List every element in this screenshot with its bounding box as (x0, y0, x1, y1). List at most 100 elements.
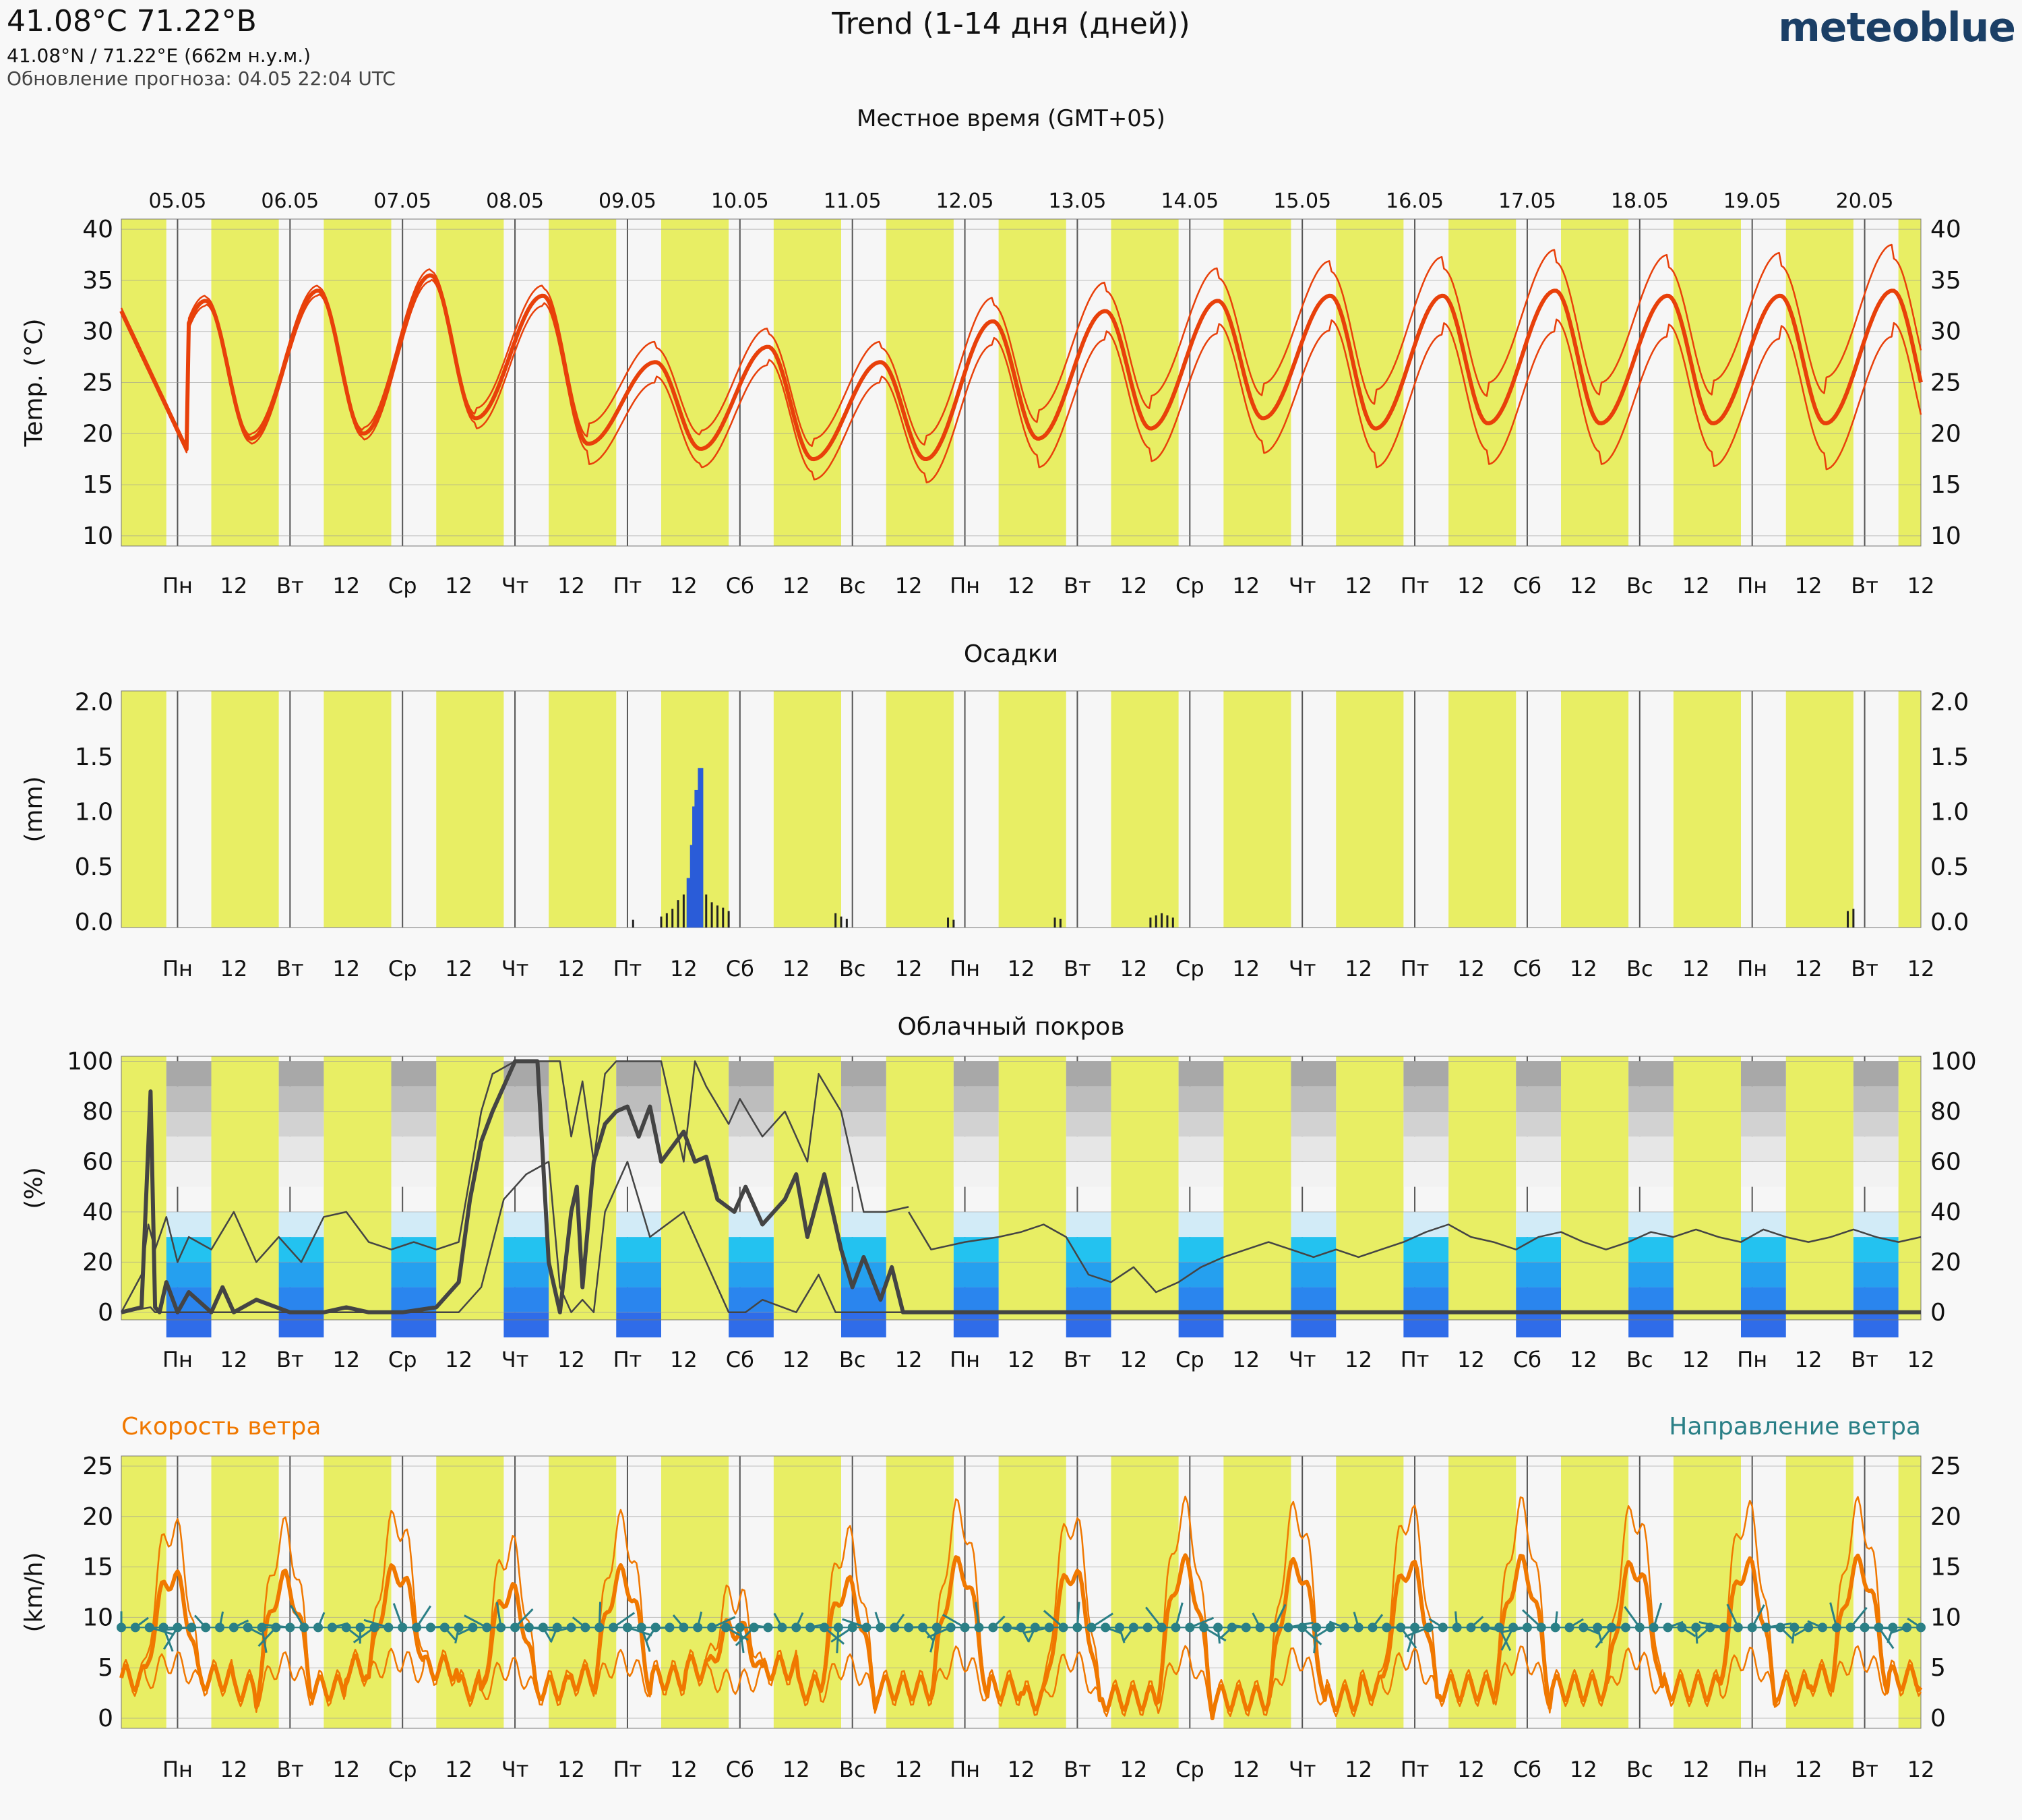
low-cloud-band (616, 1237, 661, 1263)
high-cloud-band (278, 1161, 324, 1187)
noon-label: 12 (1682, 573, 1710, 599)
noon-label: 12 (1907, 1757, 1935, 1782)
wind-direction-dot (1171, 1622, 1181, 1633)
daylight-band (773, 1056, 841, 1320)
weekday-label: Вт (1064, 573, 1091, 599)
low-cloud-band (1403, 1287, 1449, 1312)
date-label: 15.05 (1273, 189, 1331, 213)
low-cloud-band (1853, 1312, 1899, 1338)
precipitation-bar (1155, 915, 1157, 928)
wind-direction-dot (1804, 1622, 1814, 1633)
noon-label: 12 (1232, 1757, 1260, 1782)
wind-direction-dot (468, 1622, 478, 1633)
low-cloud-band (391, 1262, 437, 1287)
high-cloud-band (953, 1111, 999, 1137)
high-cloud-band (166, 1061, 212, 1087)
wind-direction-dot (1269, 1622, 1279, 1633)
weekday-label: Пт (613, 1347, 642, 1372)
panel-frame (121, 1056, 1922, 1321)
high-cloud-band (1628, 1061, 1674, 1087)
wind-direction-dot (1874, 1622, 1884, 1633)
daylight-band (1448, 691, 1516, 928)
weekday-label: Пн (162, 1757, 193, 1782)
noon-label: 12 (557, 956, 585, 981)
noon-label: 12 (1795, 1757, 1822, 1782)
date-label: 11.05 (824, 189, 882, 213)
wind-direction-dot (1072, 1622, 1082, 1633)
daylight-band (773, 1456, 841, 1728)
wind-direction-dot (215, 1622, 225, 1633)
wind-direction-dot (1297, 1622, 1308, 1633)
high-cloud-band (1853, 1111, 1899, 1137)
temperature-upper-line (120, 243, 1922, 448)
high-cloud-band (1853, 1086, 1899, 1112)
low-cloud-band (278, 1211, 324, 1238)
panel-background-wind: Пн 12 Вт 12 Ср 12 Чт 12 Пт 12 Сб 12 Вс 12 Пн 12 Вт 12 Ср 12… (121, 1456, 1934, 1782)
weekday-label: Вс (839, 1757, 866, 1782)
weekday-label: Вс (1626, 1757, 1653, 1782)
wind-direction-dot (1255, 1622, 1265, 1633)
low-cloud-band (1178, 1312, 1224, 1338)
noon-label: 12 (1682, 1347, 1710, 1372)
high-cloud-band (1853, 1136, 1899, 1162)
precipitation-bar (947, 917, 950, 928)
noon-label: 12 (1795, 1347, 1822, 1372)
low-cloud-band (1741, 1287, 1786, 1312)
high-cloud-band (391, 1086, 437, 1112)
low-cloud-band (953, 1211, 999, 1238)
wind-direction-dot (693, 1622, 703, 1633)
noon-label: 12 (1570, 1347, 1597, 1372)
weekday-label: Вт (1851, 1757, 1878, 1782)
date-label: 09.05 (599, 189, 656, 213)
wind-direction-dot (1002, 1622, 1012, 1633)
y-tick-left-precip: 0.5 (75, 853, 113, 881)
y-tick-right-precip: 0.0 (1930, 909, 1969, 936)
high-cloud-band (1291, 1161, 1337, 1187)
weekday-label: Сб (1513, 1757, 1541, 1782)
date-label: 18.05 (1611, 189, 1669, 213)
high-cloud-band (1178, 1161, 1224, 1187)
low-cloud-band (1178, 1287, 1224, 1312)
wind-direction-dot (1579, 1622, 1589, 1633)
low-cloud-band (1403, 1262, 1449, 1287)
cloud-axis-label: (%) (20, 1167, 48, 1209)
wind-direction-dot (721, 1622, 731, 1633)
noon-label: 12 (1570, 573, 1597, 599)
low-cloud-band (953, 1287, 999, 1312)
y-tick-left-cloud: 20 (82, 1248, 113, 1276)
daylight-band (211, 1056, 279, 1320)
precipitation-bar (1059, 918, 1062, 928)
date-label: 07.05 (373, 189, 431, 213)
date-label: 16.05 (1386, 189, 1444, 213)
daylight-band (1111, 1056, 1179, 1320)
wind-direction-dot (1199, 1622, 1209, 1633)
wind-direction-dot (609, 1622, 619, 1633)
high-cloud-band (616, 1161, 661, 1187)
wind-direction-dot (496, 1622, 506, 1633)
wind-direction-dot (130, 1622, 140, 1633)
wind-mean-line (119, 1553, 1923, 1720)
noon-label: 12 (445, 956, 472, 981)
y-tick-left-temp: 30 (82, 318, 113, 346)
wind-direction-dot (1761, 1622, 1771, 1633)
wind-direction-dot (1902, 1622, 1912, 1633)
low-cloud-band (1403, 1237, 1449, 1263)
noon-label: 12 (220, 956, 248, 981)
weekday-label: Чт (1289, 1757, 1316, 1782)
meteoblue-logo[interactable]: meteoblue (1778, 4, 2016, 51)
high-cloud-band (1291, 1111, 1337, 1137)
wind-direction-dot (1213, 1622, 1223, 1633)
noon-label: 12 (1457, 1757, 1485, 1782)
noon-label: 12 (1795, 573, 1822, 599)
weekday-label: Пн (1737, 956, 1767, 981)
wind-direction-dot (1649, 1622, 1659, 1633)
wind-direction-dot (1101, 1622, 1111, 1633)
weekday-label: Пн (950, 1347, 980, 1372)
wind-direction-dot (524, 1622, 534, 1633)
noon-label: 12 (783, 573, 810, 599)
high-cloud-band (841, 1111, 886, 1137)
y-tick-left-cloud: 40 (82, 1199, 113, 1226)
wind-direction-dot (355, 1622, 365, 1633)
low-cloud-band (616, 1287, 661, 1312)
low-cloud-band (841, 1211, 886, 1238)
